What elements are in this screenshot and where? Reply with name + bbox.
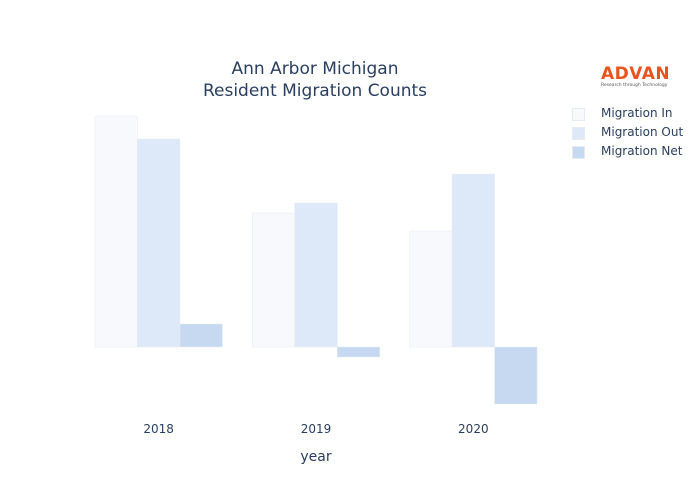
bar-migration-out-2020[interactable]: [451, 173, 495, 348]
bar-migration-in-2019[interactable]: [252, 212, 295, 348]
x-tick-label-2018: 2018: [143, 422, 174, 436]
chart-title-line-1: Ann Arbor Michigan: [231, 59, 399, 79]
bar-migration-net-2018[interactable]: [179, 323, 223, 348]
chart-title-line-2: Resident Migration Counts: [202, 81, 428, 101]
bar-migration-in-2018[interactable]: [94, 115, 138, 348]
legend-swatch: [572, 127, 585, 140]
bar-migration-net-2019[interactable]: [337, 346, 380, 358]
x-axis-ticks: 2018 2019 2020: [143, 422, 488, 436]
logo-wordmark: ADVAN: [601, 64, 671, 84]
advan-logo: ADVAN Research through Technology: [601, 66, 671, 89]
logo-tagline: Research through Technology: [601, 83, 668, 88]
bar-migration-out-2018[interactable]: [137, 138, 181, 348]
bar-migration-in-2020[interactable]: [409, 230, 453, 348]
legend-label: Migration In: [601, 106, 673, 120]
legend-label: Migration Net: [601, 144, 683, 158]
x-tick-label-2019: 2019: [301, 422, 332, 436]
x-tick-label-2020: 2020: [458, 422, 489, 436]
bar-migration-net-2020[interactable]: [494, 346, 538, 405]
legend-swatch: [572, 146, 585, 159]
legend-swatch: [572, 108, 585, 121]
x-axis-title: year: [300, 449, 331, 465]
bars-layer: [94, 115, 538, 405]
bar-migration-out-2019[interactable]: [294, 202, 338, 348]
legend-label: Migration Out: [601, 125, 684, 139]
